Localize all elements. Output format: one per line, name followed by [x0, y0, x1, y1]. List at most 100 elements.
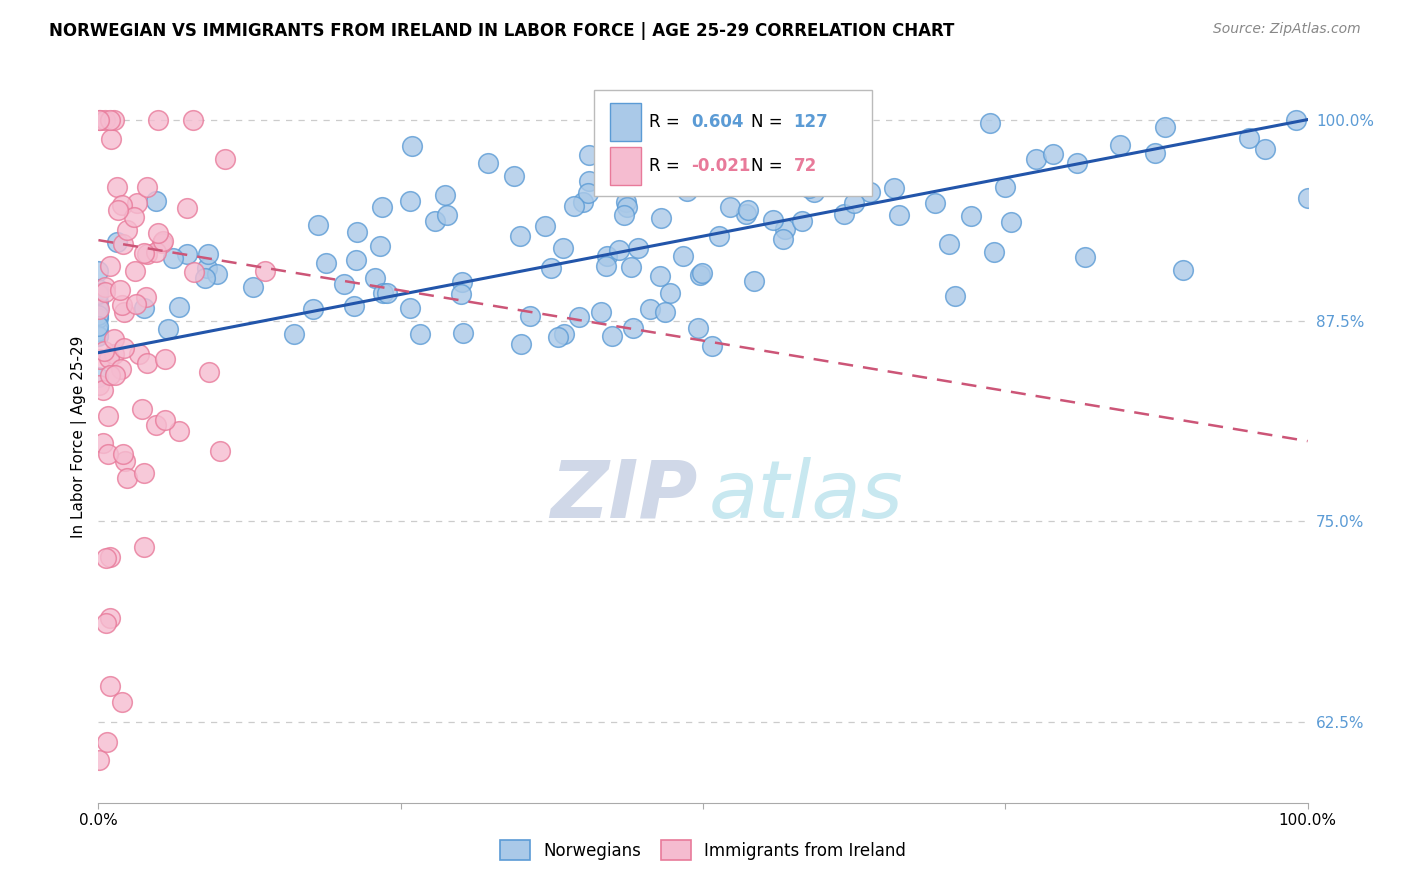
Point: [1154, 120, 1177, 135]
Point: [772, 232, 794, 246]
Point: [110, 198, 132, 212]
Point: [596, 248, 619, 262]
FancyBboxPatch shape: [595, 90, 872, 195]
Point: [97, 409, 120, 423]
Point: [648, 269, 671, 284]
Point: [104, 368, 127, 383]
Text: 127: 127: [793, 113, 828, 131]
Point: [254, 264, 277, 278]
Point: [103, 332, 125, 346]
Text: 72: 72: [793, 157, 817, 175]
Point: [450, 275, 472, 289]
Point: [595, 260, 617, 274]
Point: [346, 225, 368, 239]
Point: [87, 324, 110, 338]
Point: [115, 471, 138, 485]
Point: [364, 271, 387, 285]
Point: [198, 365, 221, 379]
Point: [136, 246, 159, 260]
Point: [578, 173, 600, 187]
Point: [87, 295, 110, 310]
Point: [1296, 191, 1319, 205]
Point: [87, 287, 110, 301]
Point: [813, 154, 835, 169]
Point: [132, 466, 155, 480]
Point: [600, 329, 623, 343]
Point: [568, 310, 591, 324]
Point: [98, 610, 121, 624]
Point: [87, 318, 110, 333]
Point: [775, 222, 797, 236]
Point: [100, 368, 122, 382]
Point: [176, 202, 198, 216]
Point: [124, 264, 146, 278]
Point: [578, 147, 600, 161]
Point: [105, 235, 128, 250]
Point: [89, 753, 111, 767]
Point: [87, 377, 110, 392]
Point: [111, 236, 134, 251]
Point: [681, 120, 703, 134]
Point: [718, 200, 741, 214]
Point: [401, 138, 423, 153]
Point: [924, 196, 946, 211]
Point: [832, 207, 855, 221]
Text: N =: N =: [751, 113, 789, 131]
Point: [110, 695, 132, 709]
Point: [425, 213, 447, 227]
Point: [709, 229, 731, 244]
Point: [1237, 130, 1260, 145]
Point: [1254, 142, 1277, 156]
Text: NORWEGIAN VS IMMIGRANTS FROM IRELAND IN LABOR FORCE | AGE 25-29 CORRELATION CHAR: NORWEGIAN VS IMMIGRANTS FROM IRELAND IN …: [49, 22, 955, 40]
Point: [96, 735, 118, 749]
Point: [114, 454, 136, 468]
Point: [1000, 215, 1022, 229]
Point: [1066, 156, 1088, 170]
FancyBboxPatch shape: [610, 146, 641, 185]
Point: [1042, 147, 1064, 161]
Point: [87, 308, 110, 322]
Point: [127, 196, 149, 211]
Point: [1173, 262, 1195, 277]
Point: [503, 169, 526, 183]
Point: [797, 181, 820, 195]
Point: [135, 290, 157, 304]
Point: [762, 212, 785, 227]
Point: [194, 271, 217, 285]
Point: [100, 132, 122, 146]
Point: [242, 280, 264, 294]
Point: [735, 207, 758, 221]
Point: [540, 260, 562, 275]
Point: [547, 330, 569, 344]
Point: [519, 310, 541, 324]
Text: R =: R =: [648, 157, 685, 175]
Point: [98, 351, 121, 366]
Point: [89, 112, 111, 127]
Text: atlas: atlas: [709, 457, 904, 534]
Point: [112, 447, 135, 461]
Point: [107, 202, 129, 217]
Point: [451, 326, 474, 341]
Point: [654, 305, 676, 319]
Point: [1144, 145, 1167, 160]
Point: [373, 286, 395, 301]
Point: [169, 424, 191, 438]
Legend: Norwegians, Immigrants from Ireland: Norwegians, Immigrants from Ireland: [499, 840, 907, 860]
Point: [553, 327, 575, 342]
Point: [803, 185, 825, 199]
Point: [108, 284, 131, 298]
Point: [576, 186, 599, 200]
Point: [97, 447, 120, 461]
Point: [132, 540, 155, 554]
Point: [176, 247, 198, 261]
Point: [89, 352, 111, 367]
Point: [551, 241, 574, 255]
Point: [477, 156, 499, 170]
Y-axis label: In Labor Force | Age 25-29: In Labor Force | Age 25-29: [72, 336, 87, 538]
Point: [650, 211, 672, 226]
Point: [651, 160, 673, 174]
Point: [883, 180, 905, 194]
Point: [132, 301, 155, 315]
Point: [87, 311, 110, 326]
FancyBboxPatch shape: [610, 103, 641, 141]
